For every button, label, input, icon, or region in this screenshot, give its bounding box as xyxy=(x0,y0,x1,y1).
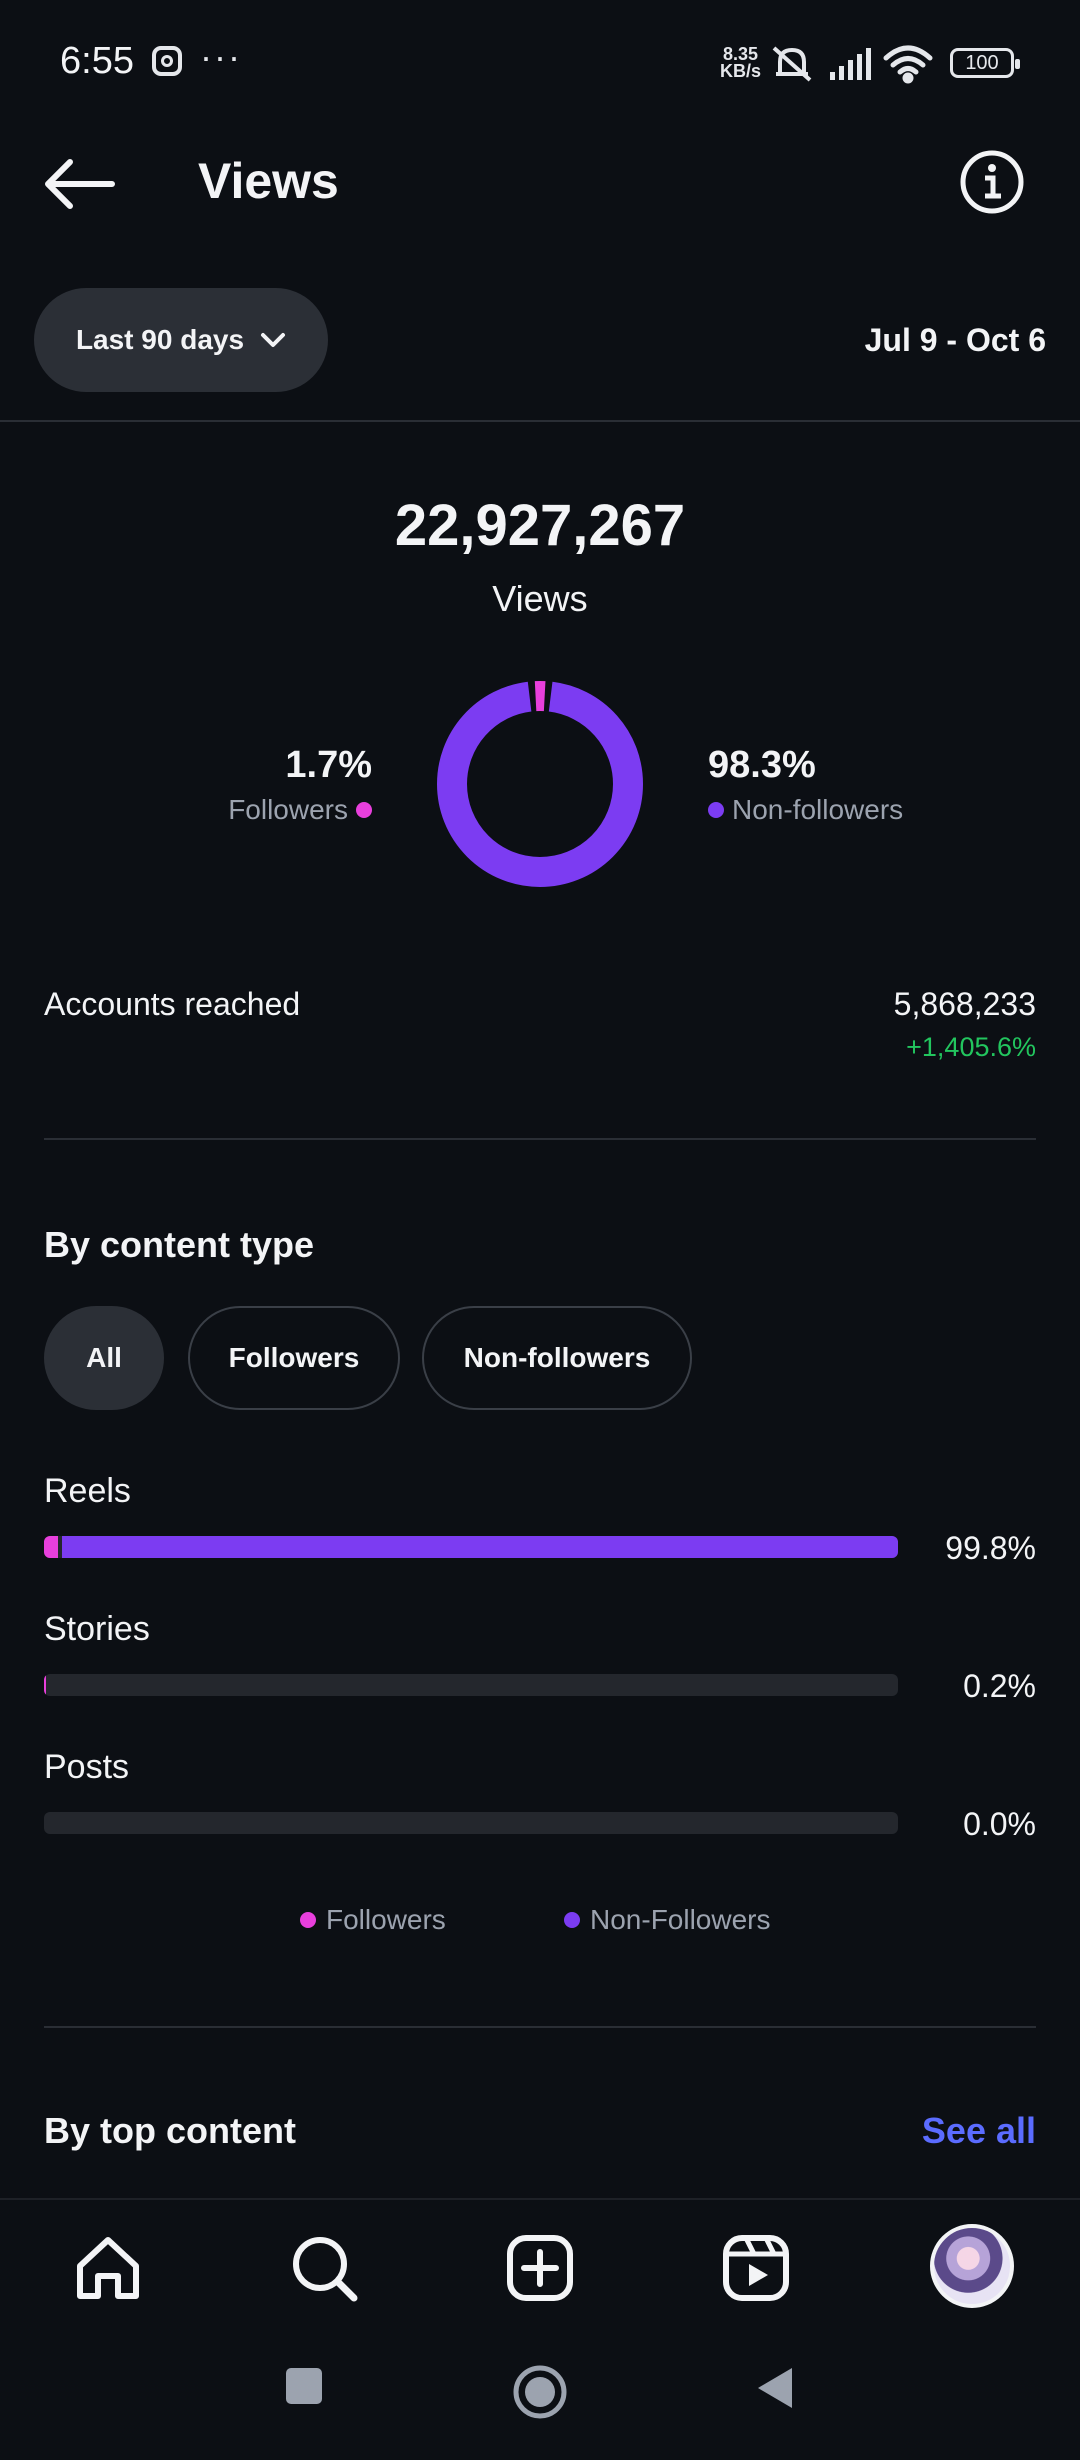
recent-apps-icon[interactable] xyxy=(282,2364,326,2408)
followers-legend: Followers xyxy=(228,794,372,826)
non-followers-legend-label: Non-followers xyxy=(732,794,904,825)
reels-percent: 99.8% xyxy=(945,1530,1036,1566)
network-speed-unit: KB/s xyxy=(720,61,762,81)
top-content-title: By top content xyxy=(44,2110,296,2151)
accounts-reached-value: 5,868,233 xyxy=(893,986,1036,1022)
posts-label: Posts xyxy=(44,1748,130,1786)
battery-indicator: 100 xyxy=(950,48,1020,78)
home-button-icon[interactable] xyxy=(512,2364,568,2420)
divider xyxy=(44,2026,1036,2028)
followers-legend-label: Followers xyxy=(228,794,348,825)
back-arrow-icon[interactable] xyxy=(40,152,120,216)
signal-icon xyxy=(830,48,871,80)
reels-bar-followers xyxy=(44,1536,58,1558)
reels-bar-non-followers xyxy=(61,1536,898,1558)
non-followers-legend: Non-followers xyxy=(708,794,903,826)
reels-icon[interactable] xyxy=(716,2228,796,2308)
divider xyxy=(44,1138,1036,1140)
page-title: Views xyxy=(198,153,339,209)
date-range-dropdown-label: Last 90 days xyxy=(75,324,245,355)
chevron-down-icon xyxy=(261,333,286,347)
legend-non-followers: Non-Followers xyxy=(564,1904,771,1936)
divider xyxy=(0,420,1080,422)
reels-label: Reels xyxy=(44,1472,131,1510)
status-time: 6:55 xyxy=(60,40,134,82)
donut-followers-segment xyxy=(437,681,643,887)
info-icon[interactable] xyxy=(958,148,1026,216)
legend-followers-label: Followers xyxy=(326,1904,446,1935)
followers-percent: 1.7% xyxy=(285,744,372,786)
accounts-reached-change: +1,405.6% xyxy=(906,1032,1036,1062)
chip-non-followers[interactable]: Non-followers xyxy=(422,1306,692,1410)
donut-non-followers-segment xyxy=(437,681,643,887)
status-icons xyxy=(772,45,933,84)
reels-bar xyxy=(44,1536,898,1558)
posts-bar xyxy=(44,1812,898,1834)
see-all-link[interactable]: See all xyxy=(921,2110,1036,2151)
total-views-label: Views xyxy=(492,578,588,619)
chip-followers[interactable]: Followers xyxy=(188,1306,400,1410)
search-icon[interactable] xyxy=(284,2228,364,2308)
profile-avatar[interactable] xyxy=(930,2224,1014,2308)
wifi-icon xyxy=(883,45,933,84)
stories-percent: 0.2% xyxy=(963,1668,1036,1704)
followers-dot-icon xyxy=(300,1912,316,1928)
create-icon[interactable] xyxy=(500,2228,580,2308)
back-button-icon[interactable] xyxy=(752,2364,796,2412)
date-range-dropdown[interactable]: Last 90 days xyxy=(34,288,328,392)
legend-followers: Followers xyxy=(300,1904,446,1936)
posts-percent: 0.0% xyxy=(963,1806,1036,1842)
content-type-title: By content type xyxy=(44,1224,315,1265)
total-views-value: 22,927,267 xyxy=(394,493,686,558)
date-range-text: Jul 9 - Oct 6 xyxy=(864,322,1046,358)
views-donut-chart xyxy=(437,681,643,887)
chip-all[interactable]: All xyxy=(44,1306,164,1410)
network-speed-value: 8.35 xyxy=(722,44,759,64)
legend-non-followers-label: Non-Followers xyxy=(590,1904,771,1935)
stories-bar-followers xyxy=(44,1674,46,1696)
more-notifications-icon: ··· xyxy=(200,36,242,77)
mute-bell-icon xyxy=(772,46,812,82)
network-speed: 8.35 KB/s xyxy=(720,44,762,81)
stories-label: Stories xyxy=(44,1610,150,1648)
instagram-notification-icon xyxy=(152,46,182,76)
followers-dot-icon xyxy=(356,802,372,818)
non-followers-dot-icon xyxy=(708,802,724,818)
non-followers-dot-icon xyxy=(564,1912,580,1928)
non-followers-percent: 98.3% xyxy=(708,744,816,786)
home-icon[interactable] xyxy=(68,2228,148,2308)
stories-bar xyxy=(44,1674,898,1696)
accounts-reached-label: Accounts reached xyxy=(44,986,301,1022)
